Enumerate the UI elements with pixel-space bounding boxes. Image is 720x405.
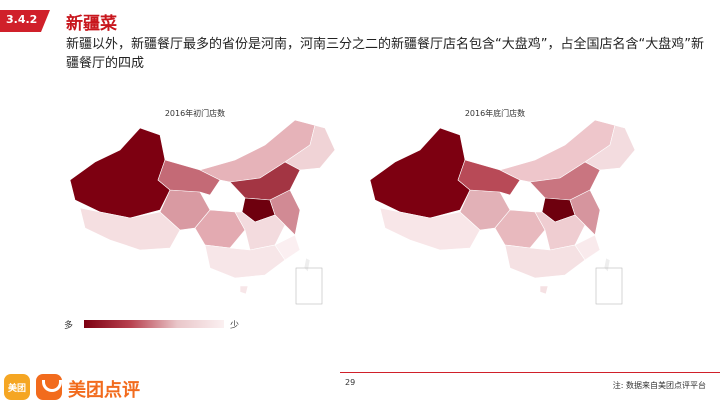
meituan-app-icon: 美团 — [4, 374, 30, 400]
region-tibet — [79, 207, 181, 251]
section-number: 3.4.2 — [6, 13, 38, 26]
region-hainan — [539, 285, 549, 295]
region-hainan — [239, 285, 249, 295]
legend-gradient-bar — [84, 320, 224, 328]
source-note: 注: 数据来自美团点评平台 — [612, 381, 706, 390]
south-sea-inset — [295, 267, 323, 305]
legend-low-label: 少 — [230, 321, 240, 331]
brand-name: 美团点评 — [68, 380, 140, 401]
region-tibet — [379, 207, 481, 251]
region-taiwan — [303, 257, 311, 273]
map-2016-start: 2016年初门店数 — [50, 100, 340, 320]
china-map-start — [69, 119, 336, 305]
map-caption-end: 2016年底门店数 — [464, 109, 526, 118]
region-southeast — [574, 234, 601, 261]
region-taiwan — [603, 257, 611, 273]
south-sea-inset — [595, 267, 623, 305]
region-south — [204, 244, 286, 279]
page-title: 新疆菜 — [66, 14, 117, 34]
map-caption-start: 2016年初门店数 — [164, 109, 226, 118]
china-map-end — [369, 119, 636, 305]
region-xinjiang — [369, 127, 471, 219]
dianping-smile-icon — [36, 374, 62, 400]
legend-high-label: 多 — [64, 321, 74, 331]
section-badge: 3.4.2 — [0, 10, 50, 32]
map-2016-end: 2016年底门店数 — [350, 100, 640, 320]
footer-divider — [340, 372, 720, 373]
page-subtitle: 新疆以外，新疆餐厅最多的省份是河南，河南三分之二的新疆餐厅店名包含“大盘鸡”，占… — [66, 37, 704, 71]
region-south — [504, 244, 586, 279]
region-xinjiang — [69, 127, 171, 219]
page-number: 29 — [345, 378, 356, 387]
region-southeast — [274, 234, 301, 261]
